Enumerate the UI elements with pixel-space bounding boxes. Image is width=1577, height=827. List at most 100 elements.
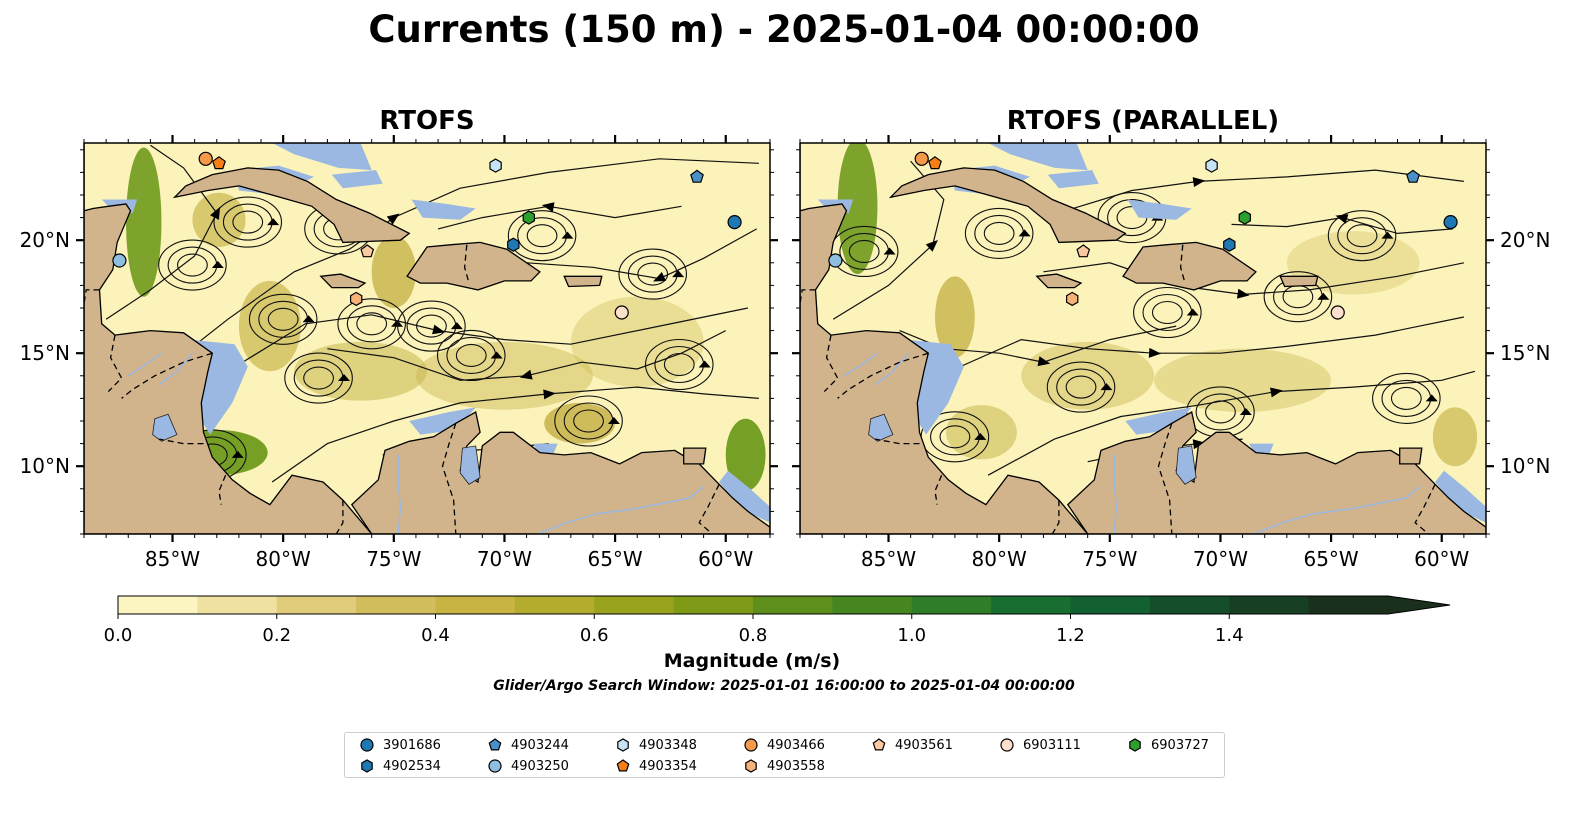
legend-label: 4903558 xyxy=(767,758,825,774)
float-marker-4903354 xyxy=(928,156,942,170)
map-frame xyxy=(799,142,1487,535)
legend-label: 4903354 xyxy=(639,758,697,774)
country-border xyxy=(698,484,720,534)
magnitude-patch xyxy=(570,296,704,388)
streamline-eddy xyxy=(1346,224,1378,248)
legend-marker-circle xyxy=(488,759,502,773)
streamline xyxy=(327,330,726,381)
legend-item-4903354: 4903354 xyxy=(615,757,697,775)
lon-tick-label: 70°W xyxy=(1193,547,1248,571)
lat-tick-label: 20°N xyxy=(20,228,70,252)
streamline-eddy xyxy=(284,352,353,404)
legend-label: 4903561 xyxy=(895,737,953,753)
streamline-arrow xyxy=(231,450,244,458)
land-trinidad xyxy=(1399,447,1423,465)
colorbar-tick-label: 0.4 xyxy=(421,625,450,646)
country-border xyxy=(823,334,839,393)
colorbar-segment xyxy=(1308,596,1389,614)
panel-title-rtofs: RTOFS xyxy=(379,106,475,136)
legend-label: 4902534 xyxy=(383,758,441,774)
figure-title: Currents (150 m) - 2025-01-04 00:00:00 xyxy=(368,8,1200,51)
shallow-shelf xyxy=(1047,170,1099,189)
streamline-arrow xyxy=(1186,308,1199,316)
river xyxy=(127,352,162,377)
magnitude-patch xyxy=(1432,407,1478,467)
river xyxy=(1113,454,1118,534)
legend-item-4903244: 4903244 xyxy=(487,736,569,754)
shallow-shelf xyxy=(1127,199,1192,220)
map-panel-rtofs: 85°W 80°W 75°W 70°W 65°W 60°W 20°N 15°N 10°N xyxy=(20,135,778,571)
lake xyxy=(868,413,894,442)
land-cuba xyxy=(172,167,411,244)
float-marker-4903561 xyxy=(360,244,375,258)
legend-label: 4903244 xyxy=(511,737,569,753)
streamline-eddy xyxy=(248,293,318,345)
shallow-shelf xyxy=(1125,407,1192,435)
streamline-eddy xyxy=(397,300,466,352)
colorbar-segment xyxy=(435,596,516,614)
streamline-arrow xyxy=(1425,394,1438,402)
land-puerto-rico xyxy=(563,275,603,288)
streamline-eddy xyxy=(1065,375,1097,399)
legend-marker-hexagon xyxy=(617,738,629,752)
streamline-eddy xyxy=(939,425,971,449)
legend-marker-hexagon xyxy=(361,759,373,773)
float-marker-4902534 xyxy=(1223,237,1236,252)
shallow-shelf xyxy=(409,407,476,435)
float-marker-4903561 xyxy=(1076,244,1091,258)
land-trinidad xyxy=(683,447,707,465)
streamline-arrow xyxy=(672,270,685,278)
colorbar-segment xyxy=(832,596,913,614)
land-hispaniola xyxy=(1122,241,1257,291)
streamline-arrow xyxy=(1317,292,1330,300)
legend-label: 4903348 xyxy=(639,737,697,753)
streamline-arrow xyxy=(432,324,445,335)
legend-label: 6903111 xyxy=(1023,737,1081,753)
streamline xyxy=(105,144,218,320)
legend-item-4902534: 4902534 xyxy=(359,757,441,775)
lat-tick-label: 15°N xyxy=(1500,341,1550,365)
streamline-eddy xyxy=(1390,386,1422,410)
shallow-shelf xyxy=(719,470,770,523)
shallow-shelf xyxy=(988,143,1088,171)
float-marker-6903727 xyxy=(522,210,536,225)
colorbar-extend-arrow xyxy=(1388,596,1450,614)
shallow-shelf xyxy=(331,170,383,189)
colorbar-tick-label: 1.0 xyxy=(897,625,926,646)
river xyxy=(843,352,878,377)
legend-marker-pentagon xyxy=(616,759,630,772)
legend-marker-circle xyxy=(1000,738,1014,752)
colorbar-tick-label: 0.6 xyxy=(580,625,609,646)
colorbar-segment xyxy=(753,596,833,614)
legend-marker-hexagon xyxy=(745,759,757,773)
streamline-eddy xyxy=(158,239,227,291)
legend-label: 4903466 xyxy=(767,737,825,753)
float-marker-3901686 xyxy=(1443,215,1458,230)
streamline-eddy xyxy=(455,343,487,368)
float-marker-4903348 xyxy=(1205,158,1218,173)
lon-tick-label: 75°W xyxy=(1082,547,1137,571)
streamline-arrow xyxy=(211,261,224,269)
river xyxy=(397,454,402,534)
lat-tick-label: 10°N xyxy=(20,454,70,478)
magnitude-patch xyxy=(837,143,878,275)
streamline-arrow xyxy=(541,202,555,213)
lat-tick-label: 10°N xyxy=(1500,454,1550,478)
streamline-arrow xyxy=(883,247,896,255)
legend-item-3901686: 3901686 xyxy=(359,736,441,754)
colorbar-tick-label: 1.4 xyxy=(1215,625,1244,646)
panel-title-rtofs-parallel: RTOFS (PARALLEL) xyxy=(1006,106,1280,136)
streamline-arrow xyxy=(337,374,350,382)
streamline-arrow xyxy=(653,271,667,282)
float-marker-4903558 xyxy=(350,291,363,307)
colorbar-segment xyxy=(673,596,754,614)
river xyxy=(874,352,909,386)
legend-item-4903348: 4903348 xyxy=(615,736,697,754)
streamline-eddy xyxy=(573,409,604,433)
colorbar-tick-label: 0.8 xyxy=(739,625,768,646)
streamline-arrow xyxy=(391,319,404,327)
streamline-arrow xyxy=(1018,229,1031,237)
lon-tick-label: 80°W xyxy=(972,547,1027,571)
legend-marker-circle xyxy=(744,738,758,752)
